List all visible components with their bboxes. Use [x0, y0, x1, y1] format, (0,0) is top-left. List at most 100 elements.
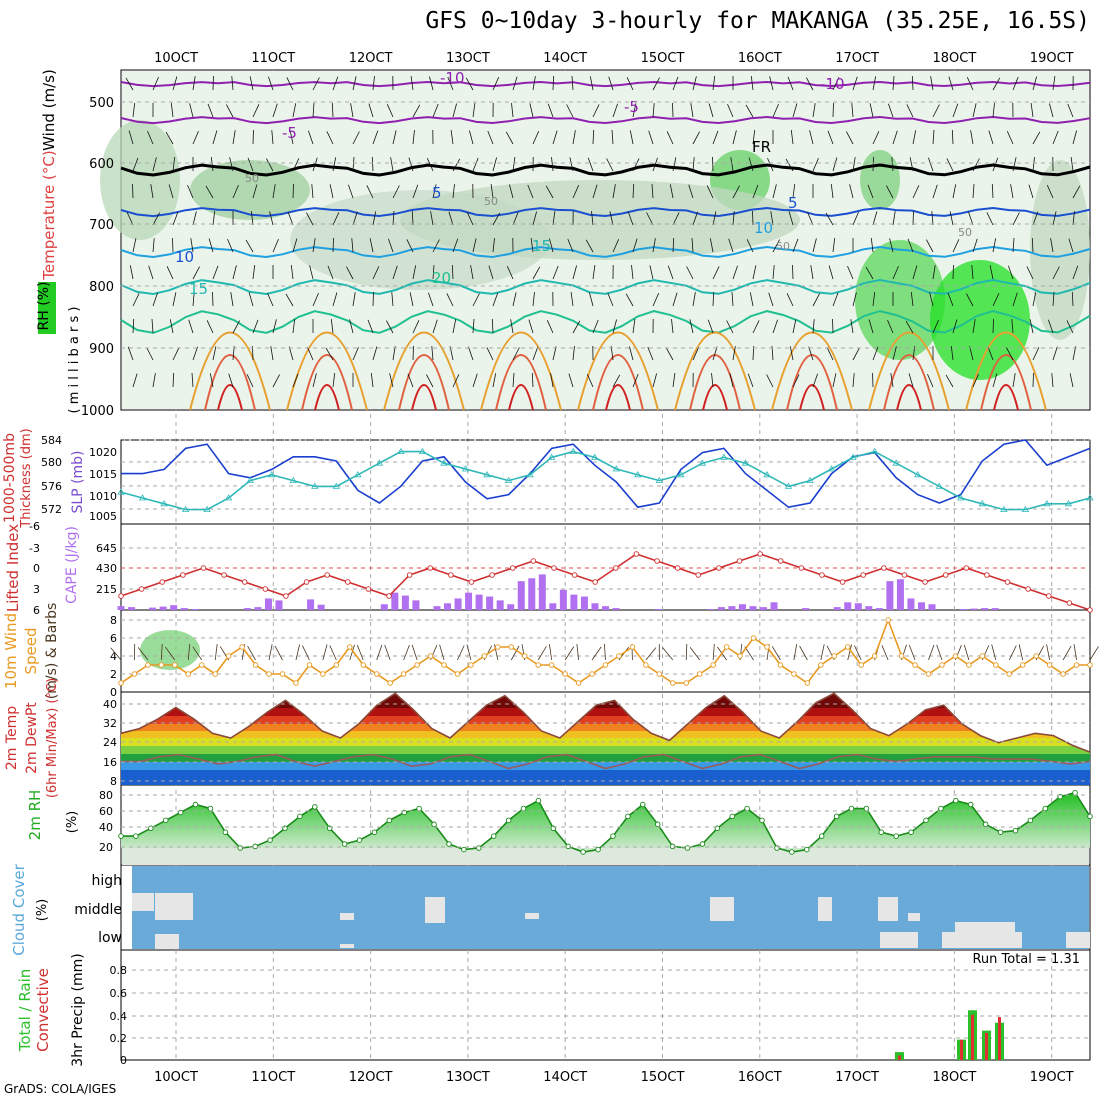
wind-barb [270, 346, 274, 361]
rh2m-line-point [386, 817, 393, 824]
temp-contour-30 [883, 354, 935, 411]
temp2m-axis-label-3: (6hr Min/Max) (°C) [45, 678, 60, 798]
thickness-line-point [268, 471, 276, 478]
wind-barb [312, 292, 319, 307]
thickness-line-point [375, 459, 384, 466]
temp-contour-30 [301, 354, 353, 411]
temp-contour-minus10 [120, 80, 1091, 88]
wind10-line-point [710, 662, 716, 668]
wind-barb [872, 346, 879, 361]
time-tick-bottom: 11OCT [251, 1070, 295, 1085]
wind-barb [1049, 103, 1054, 118]
wind10-barb [820, 644, 825, 661]
wind-barb [851, 103, 854, 118]
wind-barb [852, 211, 859, 226]
wind-barb [727, 103, 734, 118]
wind10-line-point [723, 644, 730, 650]
wind-barb [1050, 238, 1054, 253]
thickness-line-point [547, 453, 556, 460]
time-tick-top: 17OCT [835, 51, 879, 66]
wind-barb [909, 157, 914, 172]
wind-barb [768, 292, 774, 307]
wind-barb [552, 211, 556, 226]
wind-barb [172, 76, 178, 91]
wind10-line-point [885, 617, 891, 623]
time-tick-bottom: 17OCT [835, 1070, 879, 1085]
rh2m-line-point [923, 817, 929, 824]
lifted-index-line-point [901, 572, 908, 578]
wind10-axis-label-3: (m/s) & Barbs [44, 603, 60, 700]
wind-barb [712, 291, 715, 307]
wind-barb [450, 130, 454, 145]
temp-contour-35 [702, 384, 728, 411]
wind-barb [207, 103, 214, 118]
wind-barb [368, 103, 374, 118]
wind-barb [772, 319, 778, 334]
wind-barb [132, 103, 136, 118]
wind-barb [812, 157, 819, 172]
slp-axis-label: SLP (mb) [70, 450, 86, 513]
wind-barb [152, 157, 157, 172]
wind10-line-point [158, 662, 165, 668]
rh2m-line-point [744, 805, 750, 812]
wind10-line-point [1060, 671, 1066, 677]
wind-barb [386, 320, 394, 334]
cape-bar [580, 596, 588, 610]
wind10-barb [799, 645, 808, 661]
wind-barb [351, 238, 354, 253]
wind-barb [532, 292, 535, 307]
temp-contour-35 [993, 384, 1019, 411]
rh2m-line-point [908, 829, 914, 835]
wind-barb [592, 319, 599, 334]
wind-barb [930, 76, 934, 91]
temp-contour-label: 20 [432, 269, 451, 287]
wind-barb [547, 103, 554, 118]
wind-barb [832, 238, 836, 253]
wind-barb [730, 157, 734, 172]
thickness-line-point [289, 476, 297, 483]
wind-barb [529, 103, 534, 118]
cape-bar [243, 608, 251, 610]
wind-barb [432, 184, 437, 199]
thickness-line-point [957, 494, 965, 501]
rh2m-line-point [595, 846, 601, 853]
wind10-barb [110, 647, 122, 661]
cape-bar [391, 592, 399, 610]
thickness-line-point [763, 471, 771, 478]
wind-barb [192, 292, 195, 307]
wind-barb [1052, 291, 1055, 307]
temp-contour-35 [896, 384, 922, 411]
rh2m-line-point [967, 801, 974, 808]
thickness-tick-label: 580 [41, 456, 62, 469]
lifted-index-line-point [716, 565, 722, 571]
thickness-line-point [504, 476, 513, 483]
wind10-barb [356, 645, 364, 661]
cape-bar [117, 606, 125, 610]
cape-bar [264, 598, 272, 610]
wind-barb [190, 238, 194, 253]
rh2m-tick-label: 80 [99, 789, 113, 802]
wind-barb [325, 347, 334, 361]
wind-barb [285, 293, 294, 307]
wind10-barb [1073, 644, 1077, 661]
temp2m-tick-label: 40 [103, 698, 117, 711]
wind-barb [567, 238, 574, 253]
wind-barb [531, 372, 534, 388]
wind-barb [972, 103, 977, 118]
wind-barb [785, 158, 794, 172]
wind-barb [865, 266, 874, 280]
wind-barb [712, 156, 714, 172]
wind-barb [552, 346, 557, 361]
wind-barb [452, 238, 459, 253]
wind10-line-point [737, 653, 743, 659]
cape-bar [907, 598, 915, 610]
wind-barb [672, 212, 680, 226]
temp-contour-30 [398, 354, 450, 411]
cloud-cell [340, 944, 354, 948]
wind-barb [152, 238, 155, 253]
wind-barb [666, 131, 674, 145]
cape-bar [917, 602, 925, 610]
rh2m-line-point [1027, 817, 1034, 824]
wind10-line-point [925, 671, 932, 677]
wind-barb [686, 266, 694, 280]
